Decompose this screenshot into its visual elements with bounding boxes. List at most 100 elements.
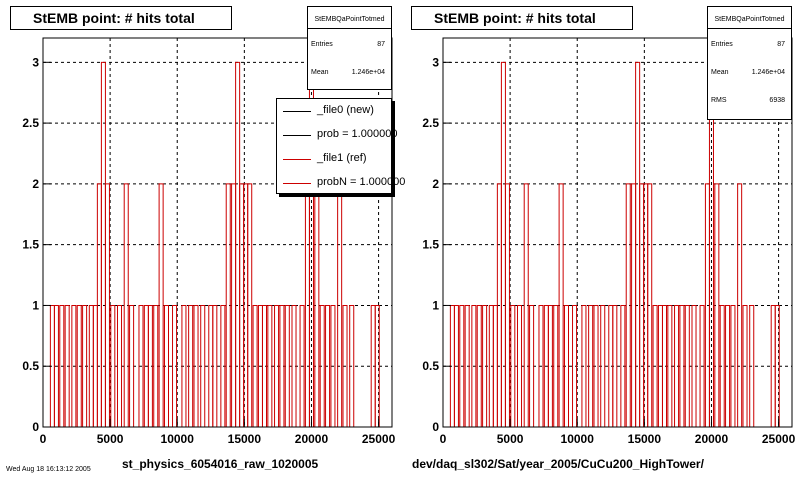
right-x-tick-label: 15000 (628, 432, 662, 446)
left-plot-frame (42, 37, 393, 428)
right-histogram-bar (667, 304, 673, 427)
left-plot-title: StEMB point: # hits total (10, 6, 232, 30)
right-stats-rms-label: RMS (711, 97, 727, 104)
right-plot-title: StEMB point: # hits total (411, 6, 633, 30)
left-histogram-bar (172, 304, 178, 427)
right-stats-name: StEMBQaPointTotmed (708, 7, 791, 29)
right-histogram-bar (719, 304, 725, 427)
left-stats-box: StEMBQaPointTotmed Entries 87 Mean 1.246… (307, 6, 392, 90)
right-histogram-bar (453, 304, 459, 427)
legend-label-prob: prob = 1.000000 (317, 128, 398, 140)
right-y-tick-label: 1 (432, 298, 439, 312)
left-histogram-bar (82, 304, 88, 427)
left-x-tick-label: 10000 (161, 432, 195, 446)
left-stats-entries-value: 87 (377, 41, 385, 48)
right-histogram-bar (464, 304, 470, 427)
left-x-tick-label: 5000 (97, 432, 124, 446)
right-histogram-bar (553, 304, 559, 427)
right-stats-entries-value: 87 (777, 41, 785, 48)
right-histogram-bar (699, 304, 705, 427)
left-histogram-bar (342, 304, 348, 427)
left-x-tick-label: 25000 (362, 432, 396, 446)
legend-label-file0: _file0 (new) (317, 104, 374, 116)
left-histogram-bar (53, 304, 59, 427)
left-histogram-bar (138, 304, 144, 427)
left-histogram-bar (252, 304, 258, 427)
right-histogram-bar (714, 183, 720, 427)
left-histogram-bar (225, 183, 231, 427)
left-y-tick-label: 0 (32, 420, 39, 434)
right-y-tick-label: 0 (432, 420, 439, 434)
left-histogram-bar (291, 304, 297, 427)
left-histogram-bar (212, 304, 218, 427)
right-histogram-bar (625, 183, 631, 427)
left-histogram-bar (220, 304, 226, 427)
legend-entry-prob: prob = 1.000000 (277, 123, 397, 147)
left-histogram-bar (284, 304, 290, 427)
right-histogram-bar (482, 304, 488, 427)
right-histogram-bar (572, 304, 578, 427)
left-histogram-bar (247, 183, 253, 427)
left-histogram-bar (299, 304, 305, 427)
legend-line-prob (283, 135, 311, 136)
left-x-tick-label: 0 (40, 432, 47, 446)
left-histogram-bar (110, 304, 116, 427)
right-x-tick-label: 25000 (762, 432, 796, 446)
right-histogram-bar (684, 304, 690, 427)
right-histogram-bar (742, 304, 748, 427)
left-stats-entries: Entries 87 (308, 29, 391, 57)
left-histogram-bar (153, 304, 159, 427)
right-y-tick-label: 3 (432, 55, 439, 69)
right-stats-entries-label: Entries (711, 41, 733, 48)
left-y-tick-label: 2 (32, 177, 39, 191)
right-histogram-bar (476, 304, 482, 427)
left-histogram-bar (147, 304, 153, 427)
right-x-tick-label: 0 (440, 432, 447, 446)
right-histogram-bar (523, 183, 529, 427)
right-histogram-bar (547, 304, 553, 427)
right-stats-mean-label: Mean (711, 69, 729, 76)
right-y-tick-label: 0.5 (422, 359, 439, 373)
right-histogram-bar (600, 304, 606, 427)
left-histogram-bar (158, 183, 164, 427)
left-stats-name: StEMBQaPointTotmed (308, 7, 391, 29)
right-stats-mean: Mean 1.246e+04 (708, 57, 791, 85)
left-y-tick-label: 2.5 (22, 116, 39, 130)
left-histogram-bar (267, 304, 273, 427)
left-histogram-bar (71, 304, 77, 427)
left-plot-area (43, 38, 392, 427)
legend-line-file1 (283, 159, 311, 160)
right-x-tick-label: 10000 (561, 432, 595, 446)
right-histogram-bar (558, 183, 564, 427)
left-histogram-bar (279, 304, 285, 427)
left-histogram-bar (123, 183, 129, 427)
left-x-axis-label: st_physics_6054016_raw_1020005 (122, 457, 319, 471)
right-stats-rms: RMS 6938 (708, 85, 791, 113)
left-histogram-bar (319, 304, 325, 427)
right-histogram-bar (581, 304, 587, 427)
right-y-tick-label: 2.5 (422, 116, 439, 130)
legend-entry-probN: probN = 1.000000 (277, 171, 405, 195)
right-histogram-bar (679, 304, 685, 427)
right-histogram-bar (510, 304, 516, 427)
left-histogram-bar (274, 304, 280, 427)
right-histogram-bar (620, 304, 626, 427)
right-histogram-bar (725, 304, 731, 427)
left-y-tick-label: 0.5 (22, 359, 39, 373)
right-histogram-bar (652, 304, 658, 427)
legend-entry-file1: _file1 (ref) (277, 147, 391, 171)
right-histogram-bar (691, 304, 697, 427)
legend-line-probN (283, 183, 311, 184)
right-histogram-bar (588, 304, 594, 427)
left-histogram-bar (76, 304, 82, 427)
left-x-tick-label: 20000 (295, 432, 329, 446)
right-x-tick-label: 5000 (497, 432, 524, 446)
left-stats-mean-value: 1.246e+04 (351, 69, 385, 76)
left-y-tick-label: 3 (32, 55, 39, 69)
right-x-tick-label: 20000 (695, 432, 729, 446)
left-stats-mean: Mean 1.246e+04 (308, 57, 391, 85)
left-histogram-bar (325, 304, 331, 427)
right-histogram-bar (749, 304, 755, 427)
right-histogram-bar (538, 304, 544, 427)
right-plot-frame (442, 37, 793, 428)
